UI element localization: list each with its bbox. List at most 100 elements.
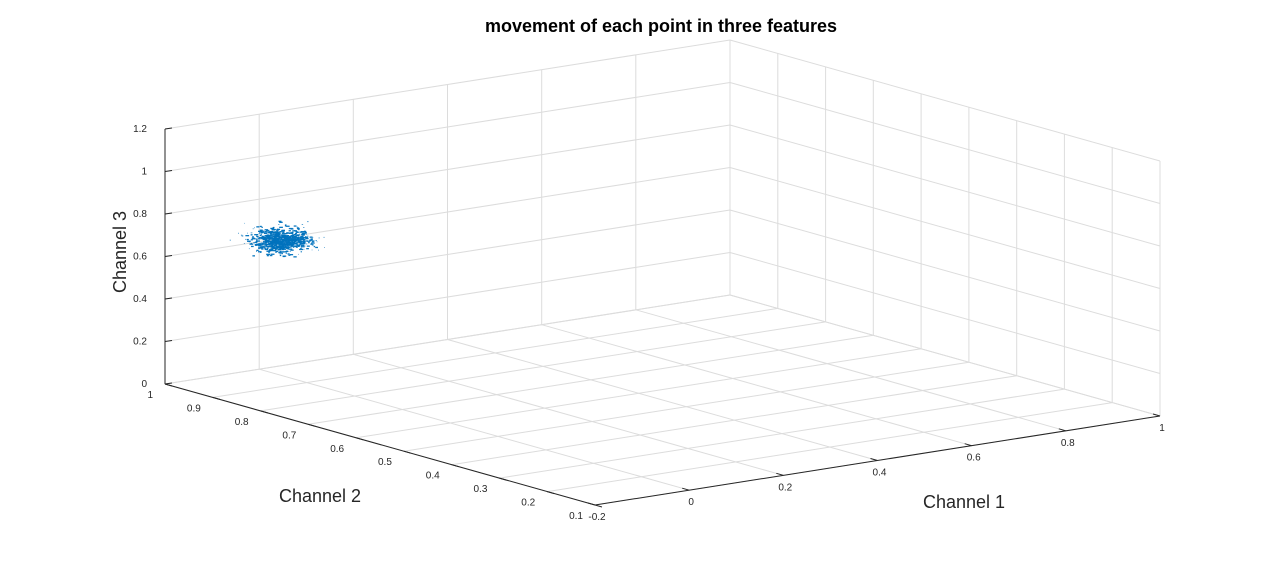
data-point [311,240,315,242]
data-point [298,235,300,237]
data-point [292,230,296,232]
data-point [259,225,262,228]
data-point [271,244,274,246]
data-point [278,241,283,243]
data-point [265,247,266,249]
data-point [306,240,308,242]
data-point [299,239,303,241]
data-point [252,228,254,230]
data-point [276,233,279,235]
data-point [265,230,267,233]
data-point [285,243,289,245]
data-point [269,248,272,251]
data-point [276,229,280,231]
y-tick-label: 0.5 [378,457,392,468]
floor-grid-line [547,402,1113,493]
data-point [283,238,287,240]
y-tick-label: 0.2 [521,498,535,509]
data-point [276,235,279,237]
data-point [286,242,289,245]
data-point [289,242,293,244]
data-point [300,231,305,233]
data-point [271,249,274,252]
data-point [281,239,286,242]
data-point [247,240,251,242]
data-point [264,229,268,231]
data-point [292,243,296,245]
y-tick-mark [308,423,316,427]
data-point [289,254,294,256]
data-point [299,248,304,251]
data-point [266,237,271,239]
data-point [240,234,243,236]
data-point [275,241,278,243]
data-point [290,248,293,250]
side-wall-grid-line [729,167,1161,289]
data-point [266,241,269,243]
data-point [309,236,313,238]
data-point [280,238,284,241]
data-point [296,237,300,239]
z-axis-label: Channel 3 [110,211,130,293]
data-point [276,242,281,245]
side-wall-grid-line [729,252,1161,374]
back-wall-grid-line [164,294,731,385]
data-point [271,239,274,241]
data-point [286,250,288,252]
data-point [258,233,261,234]
data-point [260,242,264,244]
data-point [282,234,287,237]
data-point [283,244,286,246]
back-wall-grid-line [164,209,731,300]
data-point [256,235,259,238]
data-point [270,233,275,235]
side-wall-grid-line [729,39,1161,162]
floor-grid-line [353,353,784,476]
data-point [250,232,253,234]
tick-labels: -0.2 0 0.2 0.4 0.6 0.8 1 0.1 0.2 0.3 0.4 0.5 0.6 0.7 0… [133,124,1165,523]
data-point [266,229,270,232]
floor-grid-line [308,334,874,425]
data-point [271,229,274,231]
data-point [281,251,284,253]
data-point [292,239,294,242]
data-point [309,240,312,242]
data-point [288,254,291,256]
data-point [306,235,309,237]
data-point [265,237,268,240]
data-point [277,246,280,248]
data-point [289,236,292,238]
x-tick-label: 0.2 [778,482,792,493]
data-point [304,245,306,247]
data-point [307,221,309,223]
data-point [267,240,271,242]
data-point [295,243,299,245]
data-point [270,243,274,245]
data-point [261,226,263,228]
data-point [315,246,318,249]
y-tick-label: 0.1 [569,511,583,522]
data-point [287,237,291,239]
data-point [306,240,311,242]
data-point [290,232,294,234]
x-tick-label: -0.2 [588,512,606,523]
data-point [268,231,273,233]
data-point [293,239,296,241]
data-point [300,248,302,250]
data-point [270,242,274,244]
data-point [277,249,281,251]
data-point [264,248,269,251]
data-point [268,251,270,254]
data-point [274,249,277,251]
data-point [279,236,282,239]
y-tick-label: 0.4 [426,471,440,482]
data-point [296,227,300,229]
y-tick-mark [403,450,412,454]
data-point [274,231,279,233]
data-point [294,233,297,235]
data-point [268,249,272,252]
data-point [274,244,276,246]
data-point [302,234,305,236]
data-point [253,242,255,244]
